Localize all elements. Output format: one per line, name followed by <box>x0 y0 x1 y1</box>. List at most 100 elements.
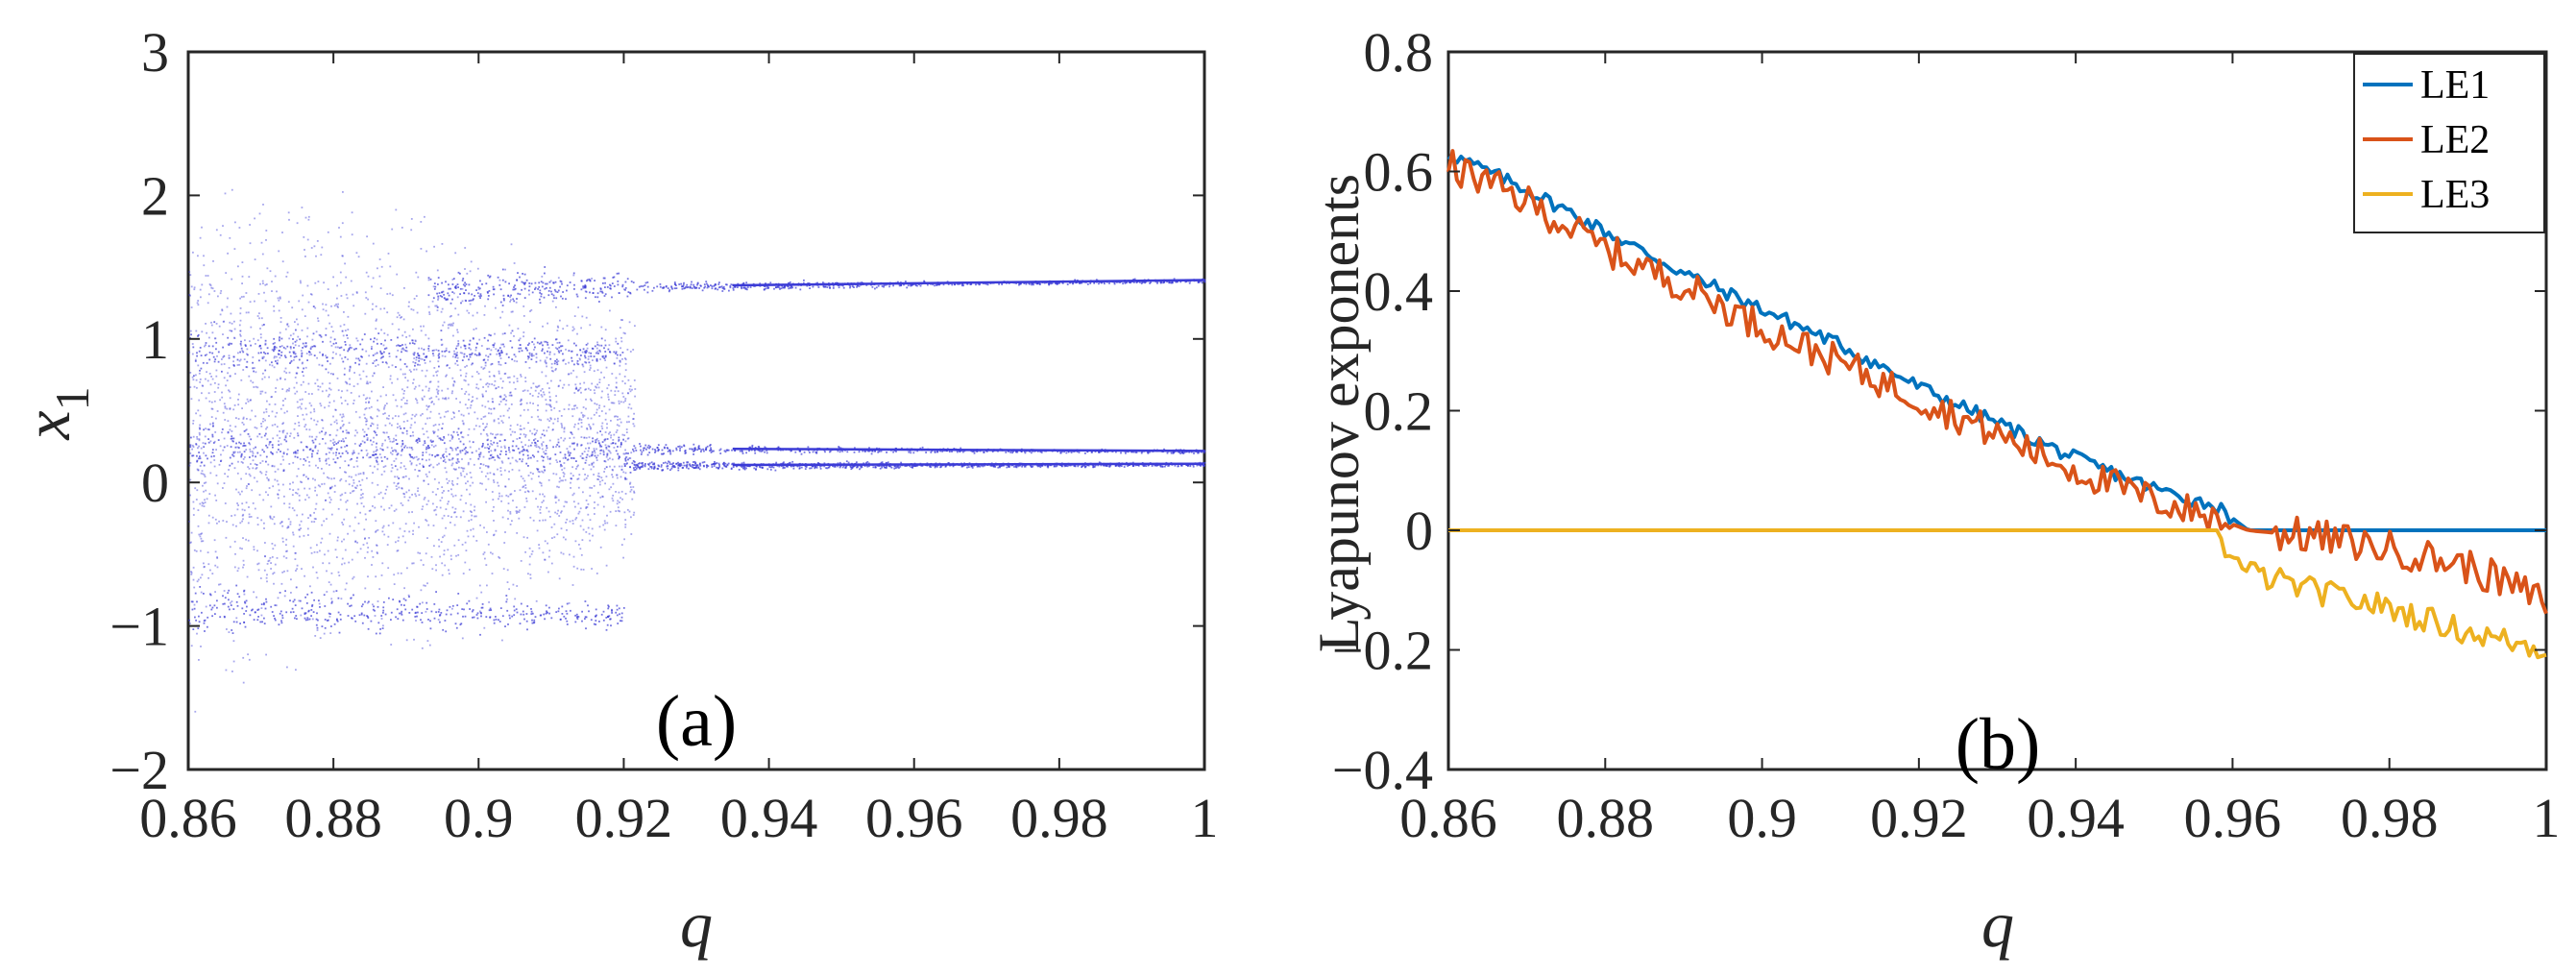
bifurcation-point <box>529 577 532 579</box>
bifurcation-point <box>264 555 266 557</box>
bifurcation-point <box>523 282 526 284</box>
bifurcation-point <box>601 390 603 393</box>
bifurcation-point <box>463 467 466 470</box>
bifurcation-point <box>615 450 618 452</box>
bifurcation-point <box>210 407 213 410</box>
bifurcation-point <box>566 325 569 327</box>
bifurcation-point <box>622 471 625 474</box>
bifurcation-point <box>304 256 306 257</box>
bifurcation-point <box>332 276 334 279</box>
bifurcation-point <box>528 342 530 345</box>
bifurcation-point <box>295 355 298 357</box>
bifurcation-point <box>562 439 565 442</box>
bifurcation-point <box>491 573 494 574</box>
bifurcation-point <box>366 235 368 238</box>
bifurcation-point <box>251 451 254 452</box>
bifurcation-point <box>319 334 322 337</box>
bifurcation-point <box>205 489 207 492</box>
bifurcation-point <box>589 519 592 522</box>
bifurcation-point <box>304 345 305 348</box>
bifurcation-point <box>197 255 199 257</box>
bifurcation-point <box>427 294 430 297</box>
bifurcation-point <box>327 288 329 290</box>
bifurcation-point <box>475 383 478 386</box>
bifurcation-point <box>721 290 724 292</box>
bifurcation-point <box>621 498 623 501</box>
bifurcation-point <box>314 345 317 348</box>
bifurcation-point <box>579 382 581 385</box>
bifurcation-point <box>593 389 595 392</box>
bifurcation-point <box>531 550 534 552</box>
bifurcation-point <box>407 511 410 514</box>
bifurcation-point <box>207 438 209 440</box>
bifurcation-point <box>341 493 344 496</box>
bifurcation-point <box>301 207 304 208</box>
bifurcation-point <box>218 583 220 586</box>
bifurcation-point <box>293 355 296 358</box>
bifurcation-point <box>483 551 486 553</box>
bifurcation-point <box>969 283 972 285</box>
bifurcation-point <box>577 363 580 366</box>
bifurcation-point <box>415 295 418 297</box>
bifurcation-point <box>339 467 341 469</box>
bifurcation-point <box>493 384 496 387</box>
bifurcation-point <box>471 352 474 354</box>
bifurcation-point <box>575 460 577 462</box>
bifurcation-point <box>313 550 316 553</box>
bifurcation-point <box>444 355 447 357</box>
bifurcation-point <box>539 512 542 514</box>
bifurcation-point <box>587 503 590 505</box>
bifurcation-point <box>233 404 236 406</box>
bifurcation-point <box>630 488 633 491</box>
bifurcation-point <box>391 364 394 367</box>
bifurcation-point <box>301 308 304 311</box>
bifurcation-point <box>576 360 579 362</box>
bifurcation-point <box>534 444 536 447</box>
bifurcation-point <box>403 465 405 468</box>
bifurcation-point <box>280 582 283 585</box>
bifurcation-point <box>443 490 445 492</box>
bifurcation-point <box>462 283 465 286</box>
bifurcation-point <box>454 356 457 358</box>
bifurcation-point <box>452 278 455 280</box>
bifurcation-point <box>584 354 586 357</box>
bifurcation-point <box>547 403 550 406</box>
bifurcation-point <box>623 511 626 514</box>
bifurcation-point <box>471 376 474 378</box>
bifurcation-point <box>454 494 457 497</box>
bifurcation-point <box>189 294 191 297</box>
bifurcation-point <box>602 354 605 357</box>
bifurcation-point <box>536 386 539 389</box>
bifurcation-point <box>439 506 442 509</box>
bifurcation-point <box>720 285 723 288</box>
bifurcation-point <box>374 465 376 468</box>
bifurcation-point <box>340 346 343 349</box>
bifurcation-point <box>514 355 517 358</box>
bifurcation-point <box>425 520 428 523</box>
bifurcation-point <box>466 354 468 357</box>
bifurcation-point <box>454 468 456 471</box>
bifurcation-point <box>197 333 200 336</box>
bifurcation-point <box>561 469 564 471</box>
bifurcation-point <box>210 286 213 289</box>
bifurcation-point <box>200 296 202 299</box>
bifurcation-point <box>654 450 657 452</box>
bifurcation-point <box>371 348 373 350</box>
bifurcation-point <box>241 508 244 511</box>
bifurcation-point <box>455 345 458 348</box>
bifurcation-point <box>572 475 574 477</box>
bifurcation-point <box>192 422 194 425</box>
bifurcation-point <box>213 391 216 393</box>
bifurcation-point <box>412 434 415 437</box>
bifurcation-point <box>577 486 580 489</box>
bifurcation-point <box>328 452 330 454</box>
bifurcation-point <box>260 519 263 522</box>
bifurcation-point <box>200 367 203 370</box>
bifurcation-point <box>544 469 546 472</box>
bifurcation-point <box>286 389 289 391</box>
bifurcation-point <box>679 447 681 450</box>
bifurcation-point <box>249 448 252 451</box>
bifurcation-point <box>462 422 465 425</box>
bifurcation-point <box>481 404 484 407</box>
bifurcation-point <box>271 556 274 558</box>
